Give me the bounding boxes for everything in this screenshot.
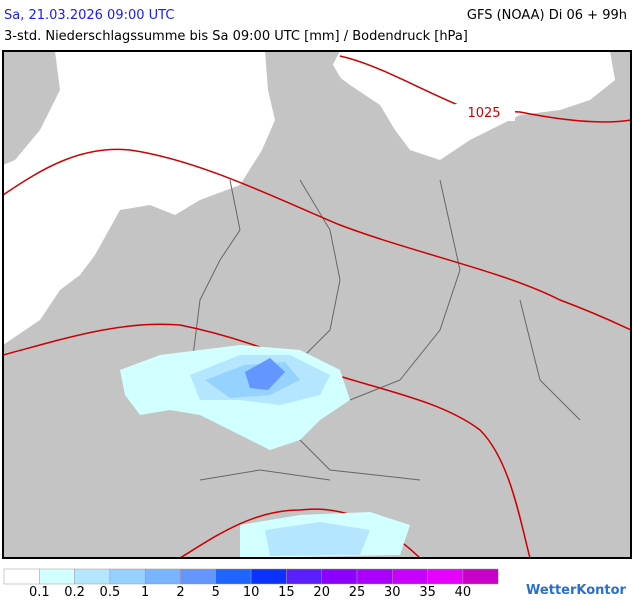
map-frame: [2, 50, 632, 559]
legend-swatch: [109, 568, 146, 585]
legend-label: 40: [455, 585, 472, 600]
legend-label: 35: [419, 585, 436, 600]
legend-label: 20: [313, 585, 330, 600]
legend-swatch: [286, 568, 322, 585]
isobar-label: 1025: [467, 106, 500, 121]
legend-swatch: [144, 568, 181, 585]
model-run: GFS (NOAA) Di 06 + 99h: [467, 8, 627, 23]
sea-north: [3, 51, 275, 345]
legend-label: 1: [141, 585, 149, 600]
brand: WetterKontor: [526, 583, 627, 598]
legend-swatch: [39, 568, 75, 585]
precipitation: [120, 345, 410, 558]
legend-label: 0.2: [64, 585, 85, 600]
legend-label: 15: [278, 585, 295, 600]
legend-swatch: [180, 568, 217, 585]
legend-swatch: [427, 568, 464, 585]
legend-label: 2: [176, 585, 184, 600]
isobar-label-bg: [455, 104, 515, 121]
legend-swatch: [3, 568, 40, 585]
legend-label: 5: [212, 585, 220, 600]
legend-label: 25: [349, 585, 366, 600]
legend-swatch: [392, 568, 428, 585]
legend-swatch: [321, 568, 358, 585]
legend-label: 30: [384, 585, 401, 600]
uk: [3, 51, 60, 165]
valid-time: Sa, 21.03.2026 09:00 UTC: [4, 8, 174, 23]
legend-label: 0.5: [100, 585, 121, 600]
legend-swatch: [250, 568, 287, 585]
denmark: [278, 60, 345, 130]
subtitle: 3-std. Niederschlagssumme bis Sa 09:00 U…: [4, 29, 468, 44]
legend-swatch: [74, 568, 111, 585]
legend-swatch: [215, 568, 252, 585]
legend-swatch: [462, 568, 499, 585]
borders: [189, 179, 581, 481]
legend-label: 10: [243, 585, 260, 600]
legend-label: 0.1: [29, 585, 50, 600]
legend-swatch: [356, 568, 393, 585]
map: 1025: [2, 50, 632, 559]
legend: 0.1 0.2 0.5 1 2 5 10 15 20 25 30 35 40: [3, 568, 499, 600]
